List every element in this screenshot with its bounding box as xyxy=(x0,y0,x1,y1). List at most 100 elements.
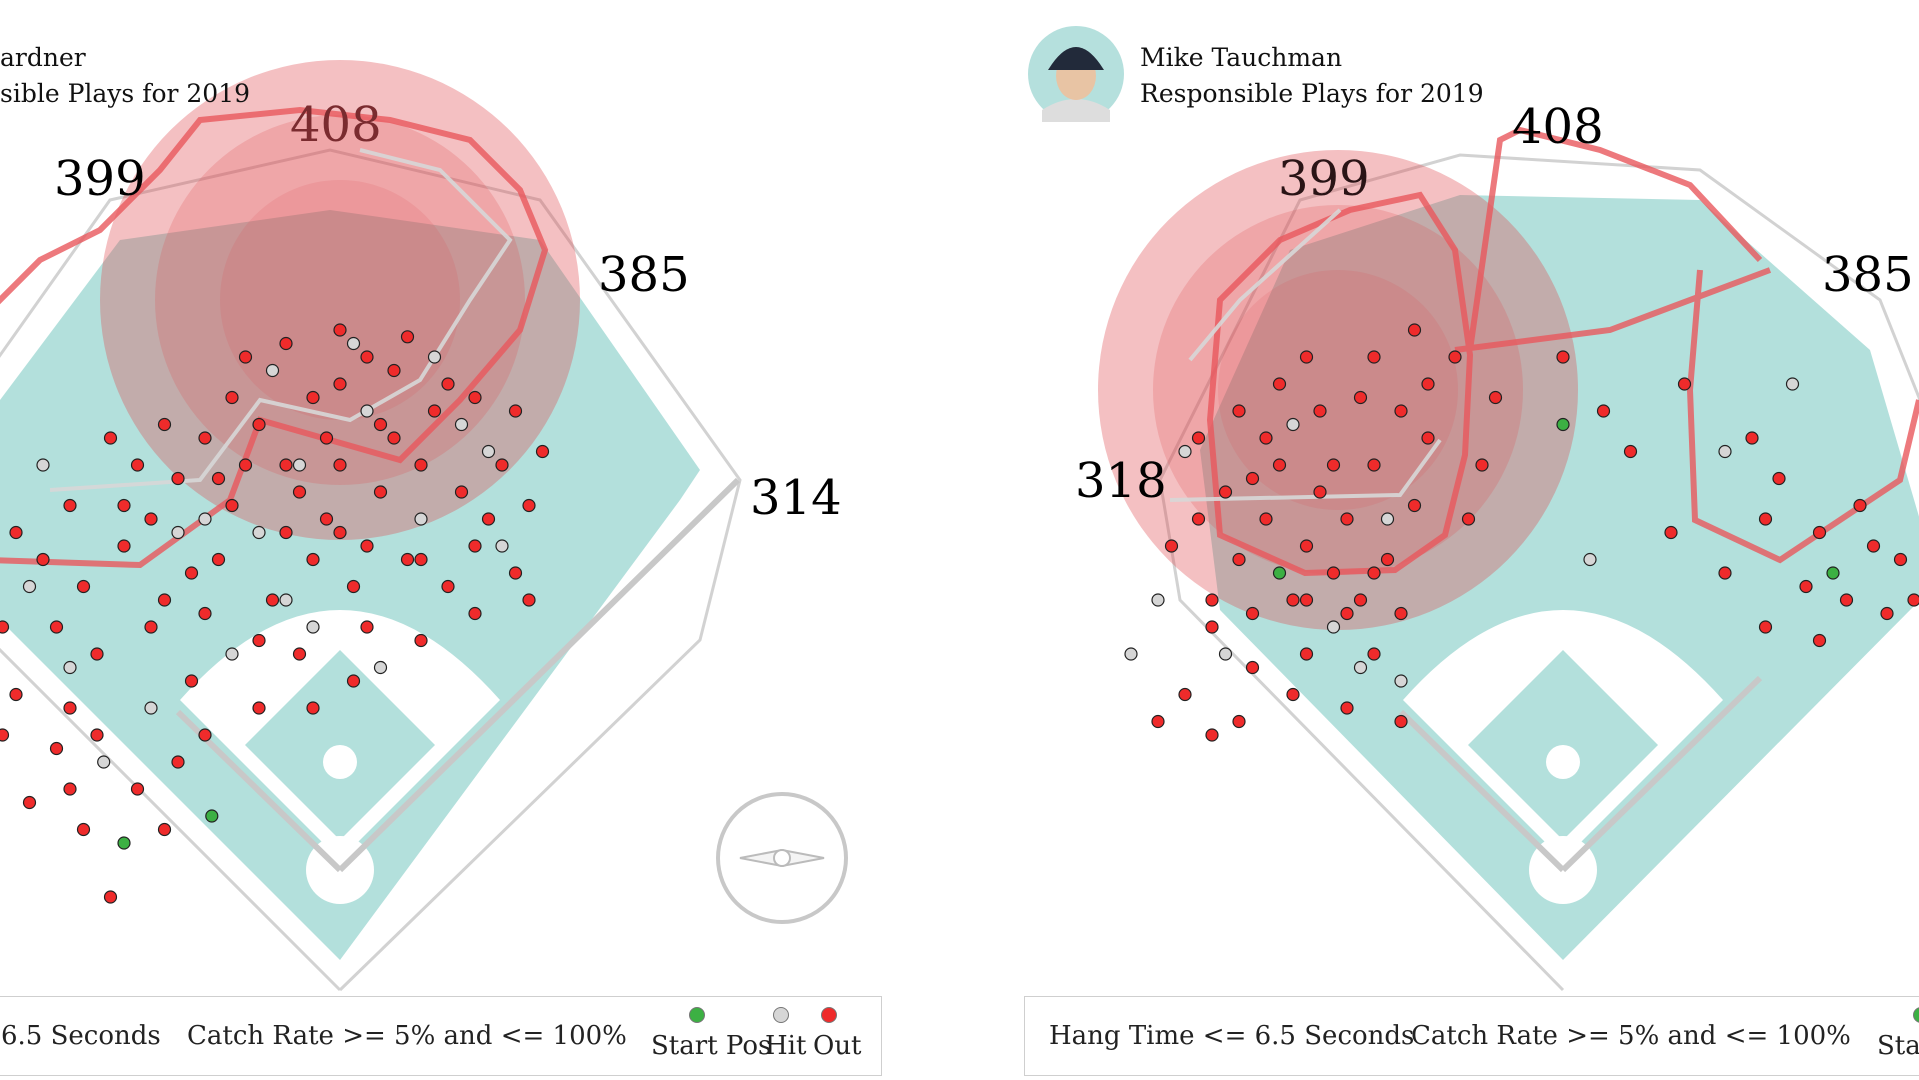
cap-icon xyxy=(1048,47,1104,70)
out-point xyxy=(522,593,536,607)
out-point xyxy=(1286,593,1300,607)
out-point xyxy=(1799,579,1813,594)
left-player-name: ardner xyxy=(0,43,86,72)
out-point xyxy=(1151,714,1165,729)
start-pos-point xyxy=(1556,417,1570,432)
out-point xyxy=(333,458,347,472)
out-point xyxy=(346,579,361,594)
out-point xyxy=(292,647,307,661)
out-point xyxy=(1677,377,1692,391)
out-point xyxy=(252,417,266,432)
out-point xyxy=(1758,620,1773,634)
left-field-diagram xyxy=(0,60,848,992)
hit-point xyxy=(22,579,37,594)
out-point xyxy=(238,458,253,472)
out-point xyxy=(522,498,536,513)
out-legend-dot xyxy=(821,1007,837,1023)
out-point xyxy=(1340,701,1354,715)
out-point xyxy=(103,890,118,904)
out-point xyxy=(360,350,374,364)
out-point xyxy=(1367,647,1381,661)
hit-point xyxy=(1326,620,1341,634)
out-point xyxy=(225,498,239,513)
out-point xyxy=(279,525,293,540)
hit-point xyxy=(495,539,509,553)
hit-point xyxy=(1286,417,1300,432)
out-point xyxy=(346,674,361,688)
out-point xyxy=(1205,620,1219,634)
out-point xyxy=(1272,458,1287,472)
distance-label-center: 408 xyxy=(1512,99,1604,155)
out-point xyxy=(49,620,64,634)
out-point xyxy=(1232,552,1246,567)
hit-point xyxy=(292,458,307,472)
out-point xyxy=(1326,566,1341,580)
out-point xyxy=(481,512,496,526)
avatar xyxy=(1028,26,1124,122)
distance-label-right-center: 385 xyxy=(1822,247,1914,303)
out-point xyxy=(1299,647,1314,661)
out-point xyxy=(1394,606,1408,621)
out-point xyxy=(1907,593,1919,607)
outer-boundary xyxy=(0,148,742,992)
hit-hull-outline xyxy=(1169,208,1442,502)
hit-point xyxy=(1785,377,1800,391)
out-point xyxy=(184,566,199,580)
out-point xyxy=(1353,390,1368,405)
hang-time-filter: 6.5 Seconds xyxy=(1,1021,161,1051)
right-chart-subtitle: Responsible Plays for 2019 xyxy=(1140,79,1484,108)
out-point xyxy=(1245,606,1260,621)
out-point xyxy=(1326,458,1341,472)
out-point xyxy=(1812,525,1827,540)
distance-label-center: 408 xyxy=(290,97,382,153)
out-point xyxy=(1272,377,1287,391)
out-point xyxy=(535,444,550,459)
out-point xyxy=(1488,390,1503,405)
out-point xyxy=(292,485,307,499)
out-legend-label: Out xyxy=(813,1031,862,1061)
out-hull-outline xyxy=(0,106,549,569)
out-point xyxy=(1340,512,1354,526)
out-point xyxy=(90,647,104,661)
out-point xyxy=(63,782,77,796)
distance-label-right-line: 314 xyxy=(750,470,842,526)
hit-point xyxy=(1353,660,1368,675)
out-point xyxy=(198,431,212,445)
out-point xyxy=(252,701,266,715)
out-point xyxy=(360,539,374,553)
left-chart-subtitle: sible Plays for 2019 xyxy=(0,79,251,108)
out-point xyxy=(1812,633,1827,648)
left-filter-legend-bar: 6.5 Seconds Catch Rate >= 5% and <= 100%… xyxy=(0,996,882,1076)
out-point xyxy=(1421,377,1435,391)
start-pos-point xyxy=(117,836,131,850)
hit-point xyxy=(252,525,266,540)
out-point xyxy=(306,390,320,405)
out-point xyxy=(1596,404,1611,418)
out-point xyxy=(157,417,172,432)
out-point xyxy=(1475,458,1489,472)
out-point xyxy=(1853,498,1867,513)
out-point xyxy=(1880,606,1894,621)
hit-point xyxy=(279,593,293,607)
out-point xyxy=(1866,539,1881,553)
out-point xyxy=(157,822,172,837)
start-pos-point xyxy=(1826,566,1840,580)
out-point xyxy=(9,687,23,702)
out-point xyxy=(76,822,91,837)
start-pos-legend-label: Start Pos xyxy=(651,1031,772,1061)
out-point xyxy=(90,728,104,742)
right-play-points xyxy=(1124,323,1919,742)
out-hull-outline xyxy=(1206,126,1919,577)
out-point xyxy=(1164,539,1179,553)
out-point xyxy=(1407,323,1422,337)
out-point xyxy=(252,633,266,648)
hit-point xyxy=(346,336,361,351)
out-point xyxy=(1461,512,1476,526)
out-point xyxy=(1367,350,1381,364)
out-point xyxy=(225,390,239,405)
hit-point xyxy=(306,620,320,634)
out-point xyxy=(1839,593,1854,607)
out-point xyxy=(171,755,185,769)
out-point xyxy=(1367,566,1381,580)
start-pos-point xyxy=(1272,566,1287,580)
